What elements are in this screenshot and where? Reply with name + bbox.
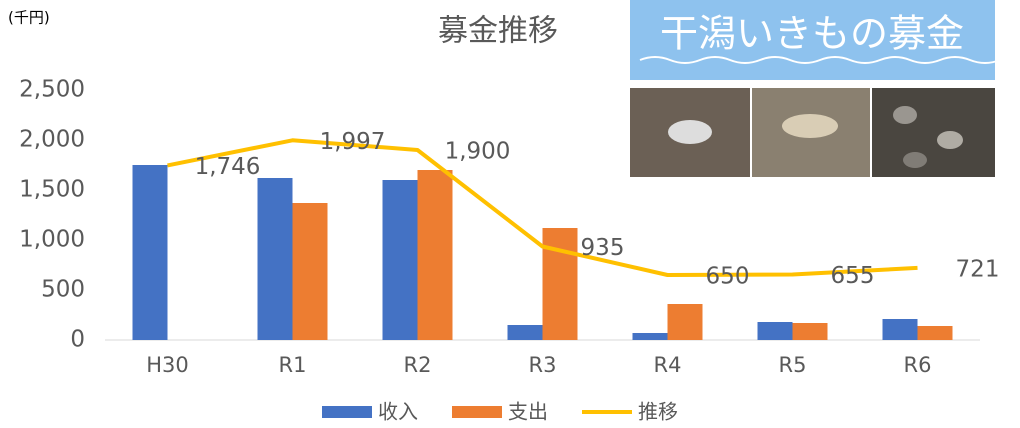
x-tick-label: R2 bbox=[404, 353, 432, 377]
bar bbox=[632, 333, 668, 340]
y-tick-label: 1,500 bbox=[19, 177, 85, 203]
bar bbox=[417, 170, 453, 340]
shell bbox=[937, 131, 963, 149]
bar bbox=[382, 180, 418, 340]
data-label: 721 bbox=[956, 256, 1000, 282]
x-tick-label: R4 bbox=[654, 353, 682, 377]
wave bbox=[639, 56, 1001, 64]
bar bbox=[542, 228, 578, 340]
data-label: 650 bbox=[706, 264, 750, 290]
x-tick-label: H30 bbox=[146, 353, 189, 377]
y-tick-label: 2,500 bbox=[19, 77, 85, 103]
x-tick-label: R6 bbox=[904, 353, 932, 377]
chart-title: 募金推移 bbox=[438, 14, 558, 49]
data-label: 1,746 bbox=[195, 154, 261, 180]
data-label: 935 bbox=[581, 235, 625, 261]
y-tick-label: 0 bbox=[70, 327, 85, 353]
x-tick-label: R3 bbox=[529, 353, 557, 377]
shell bbox=[903, 152, 927, 168]
photo-shells bbox=[872, 88, 995, 177]
data-label: 655 bbox=[831, 263, 875, 289]
bar bbox=[882, 319, 918, 340]
legend-label: 收入 bbox=[378, 400, 418, 424]
y-tick-label: 500 bbox=[41, 277, 85, 303]
bar bbox=[917, 326, 953, 340]
bird bbox=[782, 114, 838, 138]
unit-label: (千円) bbox=[8, 9, 50, 27]
bar bbox=[132, 165, 168, 340]
image-panel: 干潟いきもの募金 bbox=[630, 0, 1001, 177]
shell bbox=[893, 106, 917, 124]
banner-title: 干潟いきもの募金 bbox=[660, 12, 964, 56]
bar bbox=[667, 304, 703, 340]
data-label: 1,997 bbox=[320, 129, 386, 155]
legend-swatch bbox=[322, 406, 372, 418]
y-tick-label: 1,000 bbox=[19, 227, 85, 253]
y-tick-label: 2,000 bbox=[19, 127, 85, 153]
x-tick-label: R5 bbox=[779, 353, 807, 377]
bar bbox=[257, 178, 293, 340]
bar bbox=[757, 322, 793, 340]
legend-swatch bbox=[452, 406, 502, 418]
line bbox=[167, 138, 918, 277]
legend-label: 推移 bbox=[638, 400, 678, 424]
bar bbox=[507, 325, 543, 340]
crab bbox=[668, 120, 712, 144]
banner bbox=[630, 0, 995, 80]
bar bbox=[792, 323, 828, 340]
legend-label: 支出 bbox=[508, 400, 548, 424]
bar bbox=[292, 203, 328, 340]
x-tick-label: R1 bbox=[279, 353, 307, 377]
data-label: 1,900 bbox=[445, 139, 511, 165]
